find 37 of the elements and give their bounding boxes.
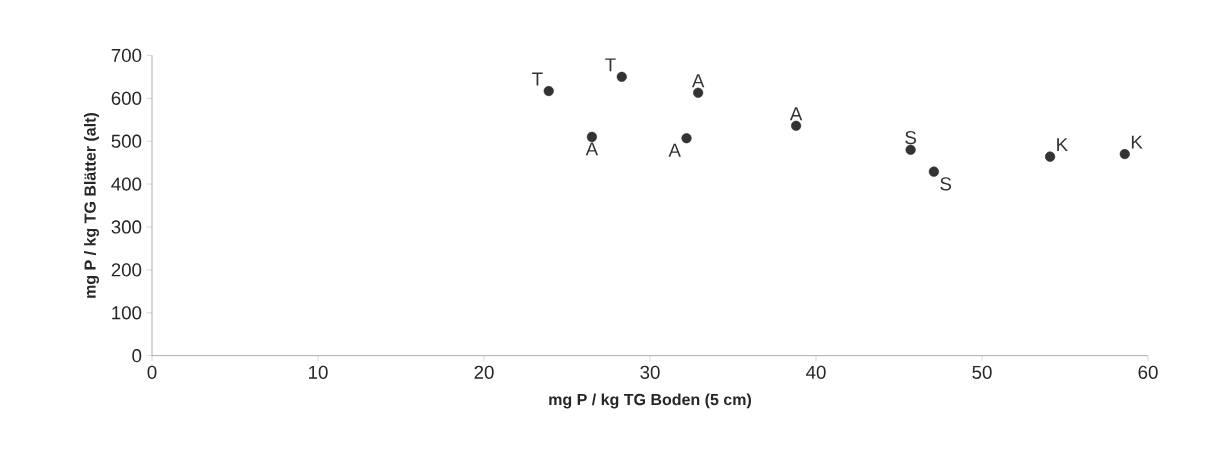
x-tick-label: 30 (640, 365, 660, 379)
annotation: A (668, 143, 681, 157)
y-tick-label: 500 (111, 134, 142, 148)
y-tick-label: 100 (112, 306, 142, 320)
y-tick-label: 400 (111, 177, 142, 191)
x-tick-label: 40 (806, 365, 826, 379)
annotation: S (905, 130, 917, 145)
y-tick-label: 600 (111, 91, 142, 105)
annotation: K (1131, 135, 1143, 149)
y-tick-label: 700 (111, 48, 142, 63)
annotation: T (532, 72, 543, 86)
point (681, 133, 692, 144)
y-tick-label: 300 (111, 220, 142, 234)
x-tick-label: 20 (474, 365, 494, 379)
x-tick-label: 50 (972, 365, 992, 379)
annotation: K (1057, 138, 1068, 152)
annotation: A (691, 74, 705, 88)
x-tick-label: 0 (147, 365, 157, 379)
annotation: A (789, 107, 803, 121)
annotation: A (585, 142, 599, 156)
point (791, 120, 802, 131)
x-tick-label: 60 (1138, 365, 1158, 379)
point (905, 144, 916, 155)
point (616, 71, 627, 82)
y-tick-label: 0 (132, 349, 142, 363)
point (586, 131, 597, 142)
annotation: S (940, 177, 952, 191)
y-axis-title: mg P / kg TG Blätter (alt) (84, 113, 99, 298)
point (543, 85, 554, 97)
x-tick-label: 10 (309, 365, 328, 379)
annotation: T (605, 58, 616, 72)
x-axis-title: mg P / kg TG Boden (5 cm) (549, 393, 751, 409)
y-tick-label: 200 (111, 263, 142, 277)
point (1119, 149, 1130, 160)
point (693, 87, 704, 98)
point (928, 166, 939, 177)
point (1045, 151, 1056, 162)
